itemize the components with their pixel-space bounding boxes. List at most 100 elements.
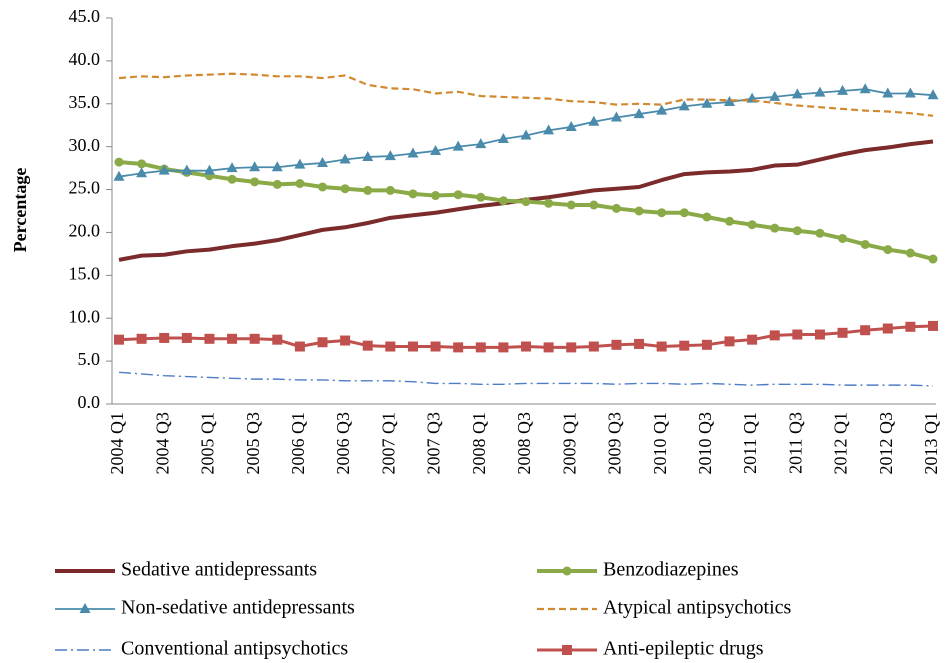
x-tick-label: 2008 Q1	[469, 412, 489, 475]
marker	[589, 200, 599, 210]
marker	[656, 104, 668, 115]
marker	[838, 233, 848, 243]
marker	[905, 321, 916, 332]
y-tick-label: 35.0	[69, 92, 101, 112]
marker	[181, 332, 192, 343]
x-tick-label: 2012 Q1	[831, 412, 851, 475]
marker	[362, 150, 374, 161]
marker	[475, 138, 487, 149]
marker	[159, 332, 170, 343]
marker	[860, 325, 871, 336]
marker	[860, 239, 870, 249]
y-tick-label: 15.0	[69, 263, 101, 283]
marker	[701, 97, 713, 108]
marker	[656, 341, 667, 352]
marker	[792, 226, 802, 236]
marker	[203, 164, 215, 175]
marker	[294, 158, 306, 169]
marker	[384, 150, 396, 161]
marker	[227, 333, 238, 344]
marker	[136, 167, 148, 178]
marker	[769, 330, 780, 341]
y-tick-label: 20.0	[69, 221, 101, 241]
marker	[905, 248, 915, 258]
marker	[317, 337, 328, 348]
y-tick-label: 0.0	[78, 392, 101, 412]
marker	[724, 336, 735, 347]
marker	[611, 203, 621, 213]
marker	[226, 162, 238, 173]
x-tick-label: 2010 Q3	[695, 412, 715, 475]
marker	[136, 333, 147, 344]
marker	[272, 179, 282, 189]
marker	[114, 157, 124, 167]
legend-label: Benzodiazepines	[603, 559, 739, 581]
x-tick-label: 2012 Q3	[876, 412, 896, 475]
marker	[113, 170, 125, 181]
marker	[520, 129, 532, 140]
marker	[544, 198, 554, 208]
x-tick-label: 2009 Q3	[605, 412, 625, 475]
marker	[476, 192, 486, 202]
y-tick-label: 30.0	[69, 135, 101, 155]
marker	[498, 342, 509, 353]
marker	[475, 342, 486, 353]
y-axis-label: Percentage	[10, 168, 30, 253]
marker	[79, 603, 91, 613]
marker	[340, 335, 351, 346]
x-tick-label: 2004 Q1	[107, 412, 127, 475]
marker	[204, 333, 215, 344]
marker	[430, 144, 442, 155]
marker	[814, 86, 826, 97]
marker	[769, 90, 781, 101]
marker	[385, 185, 395, 195]
x-tick-label: 2005 Q1	[198, 412, 218, 475]
marker	[837, 327, 848, 338]
marker	[114, 334, 124, 345]
marker	[362, 340, 373, 351]
marker	[272, 334, 283, 345]
y-tick-label: 5.0	[78, 349, 101, 369]
marker	[294, 341, 305, 352]
marker	[792, 329, 803, 340]
marker	[562, 645, 572, 655]
marker	[566, 200, 576, 210]
marker	[837, 84, 849, 95]
marker	[565, 120, 577, 131]
series-line	[118, 72, 934, 117]
marker	[250, 177, 260, 187]
x-tick-label: 2006 Q3	[333, 412, 353, 475]
marker	[318, 182, 327, 192]
marker	[340, 184, 350, 194]
marker	[562, 566, 572, 576]
marker	[904, 87, 916, 98]
marker	[249, 333, 260, 344]
marker	[137, 159, 147, 169]
marker	[521, 341, 531, 352]
marker	[883, 245, 893, 255]
y-tick-label: 25.0	[69, 178, 101, 198]
marker	[859, 83, 871, 94]
marker	[543, 342, 554, 353]
marker	[633, 108, 645, 119]
x-tick-label: 2007 Q1	[378, 412, 398, 475]
marker	[363, 185, 373, 195]
marker	[453, 342, 464, 353]
x-tick-label: 2007 Q3	[424, 412, 444, 475]
marker	[407, 341, 418, 352]
marker	[702, 212, 712, 222]
marker	[227, 174, 237, 184]
marker	[497, 132, 509, 143]
marker	[679, 340, 690, 351]
x-tick-label: 2011 Q3	[785, 412, 805, 474]
marker	[634, 206, 644, 216]
marker	[928, 254, 938, 264]
marker	[747, 220, 757, 230]
marker	[453, 190, 463, 200]
marker	[566, 342, 577, 353]
marker	[814, 329, 825, 340]
marker	[678, 100, 690, 111]
marker	[657, 208, 667, 218]
